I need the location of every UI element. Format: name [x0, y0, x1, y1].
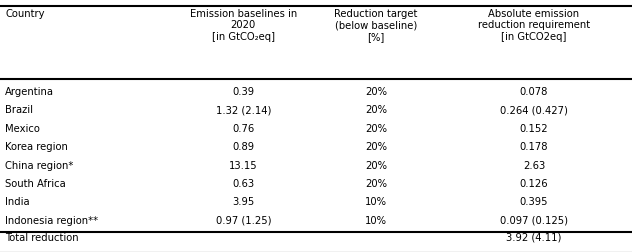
- Text: Argentina: Argentina: [5, 87, 54, 97]
- Text: Emission baselines in
2020
[in GtCO₂eq]: Emission baselines in 2020 [in GtCO₂eq]: [190, 9, 297, 42]
- Text: 0.097 (0.125): 0.097 (0.125): [500, 216, 568, 226]
- Text: 0.39: 0.39: [232, 87, 255, 97]
- Text: 20%: 20%: [365, 105, 387, 115]
- Text: 0.264 (0.427): 0.264 (0.427): [500, 105, 568, 115]
- Text: Absolute emission
reduction requirement
[in GtCO2eq]: Absolute emission reduction requirement …: [478, 9, 590, 42]
- Text: 20%: 20%: [365, 142, 387, 152]
- Text: 10%: 10%: [365, 197, 387, 207]
- Text: 3.95: 3.95: [232, 197, 255, 207]
- Text: 1.32 (2.14): 1.32 (2.14): [216, 105, 271, 115]
- Text: Korea region: Korea region: [5, 142, 68, 152]
- Text: 20%: 20%: [365, 87, 387, 97]
- Text: Brazil: Brazil: [5, 105, 33, 115]
- Text: 20%: 20%: [365, 124, 387, 134]
- Text: 20%: 20%: [365, 179, 387, 189]
- Text: 0.126: 0.126: [520, 179, 549, 189]
- Text: 13.15: 13.15: [229, 161, 258, 171]
- Text: 0.63: 0.63: [232, 179, 255, 189]
- Text: 0.76: 0.76: [232, 124, 255, 134]
- Text: 20%: 20%: [365, 161, 387, 171]
- Text: Reduction target
(below baseline)
[%]: Reduction target (below baseline) [%]: [334, 9, 418, 42]
- Text: 0.178: 0.178: [520, 142, 549, 152]
- Text: Total reduction: Total reduction: [5, 233, 78, 243]
- Text: 10%: 10%: [365, 216, 387, 226]
- Text: South Africa: South Africa: [5, 179, 66, 189]
- Text: 0.89: 0.89: [232, 142, 255, 152]
- Text: 2.63: 2.63: [523, 161, 545, 171]
- Text: Mexico: Mexico: [5, 124, 40, 134]
- Text: China region*: China region*: [5, 161, 73, 171]
- Text: 0.97 (1.25): 0.97 (1.25): [216, 216, 271, 226]
- Text: 3.92 (4.11): 3.92 (4.11): [506, 233, 562, 243]
- Text: 0.395: 0.395: [520, 197, 549, 207]
- Text: 0.152: 0.152: [520, 124, 549, 134]
- Text: Indonesia region**: Indonesia region**: [5, 216, 98, 226]
- Text: 0.078: 0.078: [520, 87, 548, 97]
- Text: Country: Country: [5, 9, 44, 19]
- Text: India: India: [5, 197, 30, 207]
